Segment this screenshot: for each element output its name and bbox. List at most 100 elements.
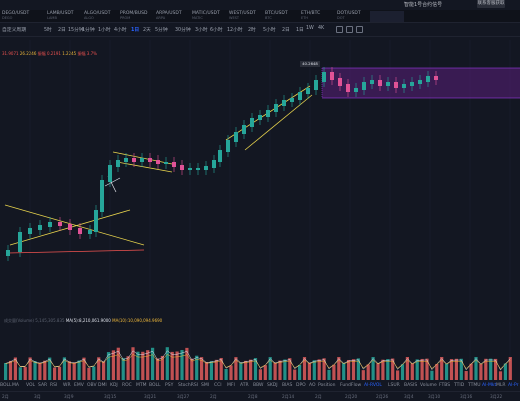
indicator-cci[interactable]: CCI (214, 383, 222, 388)
volume-bar (209, 361, 213, 380)
interval-15m[interactable]: 15分钟 (68, 28, 84, 33)
candle-type-icon[interactable] (336, 26, 343, 33)
indicator-bbw[interactable]: BBW (253, 383, 264, 388)
indicator-mtm[interactable]: MTM (136, 383, 147, 388)
indicator-emv[interactable]: EMV (74, 383, 84, 388)
volume-bar (214, 359, 218, 380)
tab-eth-btc[interactable]: DOT/USDT DOT (337, 11, 361, 20)
indicator-ttid[interactable]: TTID (454, 383, 465, 388)
interval-12h[interactable]: 12小时 (227, 28, 243, 33)
tab-matic-usdt[interactable]: MATIC/USDT MATIC (192, 11, 220, 20)
indicator-kdj[interactable]: KDJ (110, 383, 118, 388)
volume-bar (165, 347, 169, 380)
indicator-skdj[interactable]: SKDJ (267, 383, 278, 388)
indicator-fundflow[interactable]: FundFlow (340, 383, 362, 388)
volume-bar (180, 350, 184, 380)
indicator-boll[interactable]: BOLL (0, 383, 12, 388)
interval-6h[interactable]: 6小时 (210, 28, 223, 33)
candle (18, 232, 22, 252)
indicator-ttmu[interactable]: TTMU (468, 383, 481, 388)
candle (212, 160, 216, 168)
interval-2d[interactable]: 2日 (58, 28, 66, 33)
interval-5h[interactable]: 5时 (44, 28, 52, 33)
indicator-stochrsi[interactable]: StochRSI (178, 383, 199, 388)
volume-bar (160, 355, 164, 380)
indicator-lsur[interactable]: LSUR (388, 383, 400, 388)
candle (426, 76, 430, 82)
date-label: 3月9 (64, 394, 74, 399)
volume-bar (126, 356, 130, 380)
indicator-ao[interactable]: AO (309, 383, 316, 388)
interval-5h-b[interactable]: 5小时 (263, 28, 276, 33)
interval-4h[interactable]: 4小时 (114, 28, 127, 33)
indicator-atr[interactable]: ATR (240, 383, 249, 388)
indicator-obv[interactable]: OBV (87, 383, 97, 388)
support-line[interactable] (7, 249, 145, 254)
interval-1d-b[interactable]: 1日 (296, 28, 304, 33)
interval-4k[interactable]: 4K (318, 26, 325, 31)
interval-1w[interactable]: 1W (306, 26, 314, 31)
volume-bar (430, 370, 434, 380)
tab-arpa-usdt[interactable]: ARPA/USDT ARPA (156, 11, 182, 20)
tab-btc-usdt[interactable]: BTC/USDT BTC (265, 11, 288, 20)
volume-bar (8, 360, 13, 380)
volume-bar (381, 359, 385, 380)
tab-algo-usdt[interactable]: ALGO/USDT ALGO (84, 11, 111, 20)
indicator-ftbs[interactable]: FTBS (439, 383, 451, 388)
indicator-mfi[interactable]: MFI (227, 383, 235, 388)
indicator-roc[interactable]: ROC (122, 383, 132, 388)
layout-select[interactable]: 自定义周期 (2, 28, 26, 33)
triangle-line-upper[interactable] (4, 204, 145, 246)
indicator-ma[interactable]: MA (12, 383, 19, 388)
interval-3h[interactable]: 3小时 (195, 28, 208, 33)
indicator-sar[interactable]: SAR (38, 383, 48, 388)
indicator-ai-mkt[interactable]: Al-Mkt (482, 383, 497, 388)
volume-bar (13, 357, 17, 380)
indicator-ai-pr[interactable]: Al-Pr (508, 383, 519, 388)
volume-bar (67, 361, 71, 380)
indicator-boll-2[interactable]: BOLL (149, 383, 161, 388)
contact-support-button[interactable]: 联系客服获取 (477, 0, 505, 8)
interval-1d[interactable]: 1日 (131, 28, 140, 33)
interval-30m[interactable]: 30分钟 (175, 28, 191, 33)
indicator-bias[interactable]: BIAS (282, 383, 293, 388)
flag-line-lower[interactable] (116, 161, 173, 173)
interval-1m[interactable]: 1分钟 (82, 28, 95, 33)
tab-lamb-usdt[interactable]: LAMB/USDT LAMB (47, 11, 74, 20)
interval-1h[interactable]: 1小时 (98, 28, 111, 33)
candle (370, 80, 374, 84)
tab-dego-usdt[interactable]: DEGO/USDT DEGO (2, 11, 30, 20)
candle (394, 82, 398, 88)
legend-value-a2: 26.2246 (19, 51, 37, 56)
indicator-dmi[interactable]: DMI (98, 383, 107, 388)
indicator-vol[interactable]: VOL (26, 383, 36, 388)
indicator-volume[interactable]: Volume (420, 383, 437, 388)
indicator-dpo[interactable]: DPO (296, 383, 306, 388)
indicator-mlr[interactable]: MLR (496, 383, 506, 388)
volume-bar (155, 358, 160, 380)
tab-prom-busd[interactable]: PROM/BUSD PROM (120, 11, 148, 20)
indicator-basis[interactable]: BASIS (404, 383, 418, 388)
indicator-rsi[interactable]: RSI (50, 383, 58, 388)
candle (164, 162, 168, 164)
wedge-line-lower[interactable] (244, 94, 313, 151)
settings-icon[interactable] (356, 26, 363, 33)
indicator-psy[interactable]: PSY (165, 383, 174, 388)
indicator-position[interactable]: Position (318, 383, 336, 388)
interval-2day[interactable]: 2天 (143, 28, 151, 33)
tab-dot-usdt[interactable] (370, 11, 404, 22)
indicator-ai-rvol[interactable]: Al-RVOL (364, 383, 382, 388)
indicator-smi[interactable]: SMI (201, 383, 210, 388)
interval-2h[interactable]: 2时 (248, 28, 256, 33)
indicator-wr[interactable]: WR (63, 383, 71, 388)
indicator-icon[interactable] (346, 26, 353, 33)
candle (6, 250, 10, 256)
tab-eth-usdt[interactable]: ETH/BTC ETH (301, 11, 321, 20)
tab-west-usdt[interactable]: WEST/USDT WEST (229, 11, 256, 20)
interval-2d-b[interactable]: 2日 (282, 28, 290, 33)
candle (108, 165, 112, 182)
interval-5m[interactable]: 5分钟 (155, 28, 168, 33)
volume-bar (200, 357, 204, 380)
price-marker: 40.2648 (300, 61, 320, 67)
